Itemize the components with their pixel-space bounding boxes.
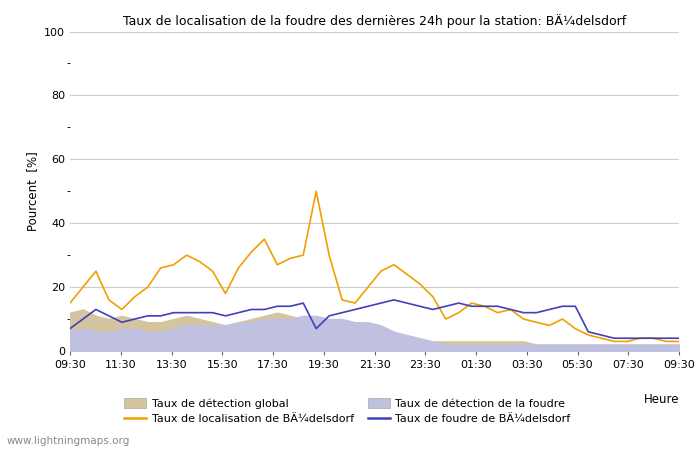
Text: www.lightningmaps.org: www.lightningmaps.org	[7, 436, 130, 446]
Text: Heure: Heure	[643, 392, 679, 405]
Y-axis label: Pourcent  [%]: Pourcent [%]	[26, 151, 38, 231]
Legend: Taux de détection global, Taux de localisation de BÄ¼delsdorf, Taux de détection: Taux de détection global, Taux de locali…	[125, 398, 570, 424]
Title: Taux de localisation de la foudre des dernières 24h pour la station: BÄ¼delsdorf: Taux de localisation de la foudre des de…	[123, 14, 626, 27]
